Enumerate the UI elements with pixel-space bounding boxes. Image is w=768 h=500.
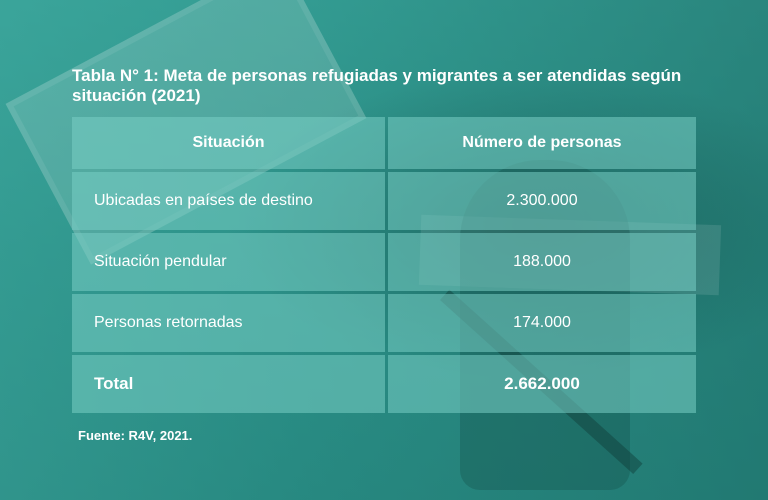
table-title: Tabla N° 1: Meta de personas refugiadas …	[72, 66, 682, 105]
header-situacion: Situación	[72, 117, 385, 169]
row-value: 188.000	[388, 233, 696, 291]
row-value: 2.300.000	[388, 172, 696, 230]
row-value: 174.000	[388, 294, 696, 352]
table-row: Ubicadas en países de destino 2.300.000	[72, 172, 696, 230]
table-header-row: Situación Número de personas	[72, 117, 696, 169]
table-row: Personas retornadas 174.000	[72, 294, 696, 352]
data-table: Situación Número de personas Ubicadas en…	[69, 114, 699, 416]
row-label: Situación pendular	[72, 233, 385, 291]
total-label: Total	[72, 355, 385, 413]
row-label: Personas retornadas	[72, 294, 385, 352]
table-row: Situación pendular 188.000	[72, 233, 696, 291]
total-row: Total 2.662.000	[72, 355, 696, 413]
header-numero-personas: Número de personas	[388, 117, 696, 169]
row-label: Ubicadas en países de destino	[72, 172, 385, 230]
source-note: Fuente: R4V, 2021.	[78, 428, 193, 443]
total-value: 2.662.000	[388, 355, 696, 413]
